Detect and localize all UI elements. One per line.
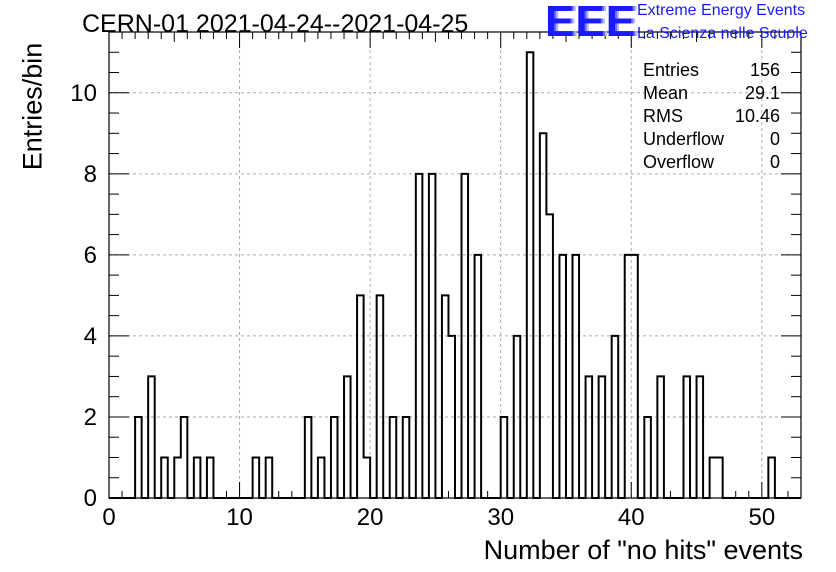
- y-tick-label: 6: [84, 242, 97, 269]
- chart-title: CERN-01 2021-04-24--2021-04-25: [82, 10, 469, 38]
- logo-caption-line1: Extreme Energy Events: [637, 2, 806, 19]
- stat-label: RMS: [643, 106, 683, 126]
- y-axis-label: Entries/bin: [17, 42, 48, 171]
- y-tick-label: 10: [70, 80, 97, 107]
- logo-caption-line2: La Scienza nelle Scuole: [637, 25, 808, 42]
- x-tick-label: 0: [102, 504, 115, 531]
- stat-label: Overflow: [643, 152, 715, 172]
- y-tick-label: 4: [84, 323, 97, 350]
- y-tick-label: 8: [84, 161, 97, 188]
- plot-frame: [108, 31, 802, 499]
- stat-value: 0: [769, 129, 780, 149]
- x-axis-label: Number of "no hits" events: [483, 535, 803, 565]
- x-tick-label: 20: [357, 504, 384, 531]
- stat-label: Mean: [643, 83, 689, 103]
- stat-row-entries: Entries 156: [643, 60, 780, 83]
- x-tick-label: 50: [748, 504, 775, 531]
- stat-value: 10.46: [734, 106, 780, 126]
- stat-row-overflow: Overflow 0: [643, 152, 780, 175]
- y-tick-label: 0: [84, 485, 97, 512]
- stat-value: 156: [749, 60, 780, 80]
- x-tick-label: 30: [487, 504, 514, 531]
- stat-row-rms: RMS 10.46: [643, 106, 780, 129]
- stat-row-underflow: Underflow 0: [643, 129, 780, 152]
- x-tick-label: 10: [226, 504, 253, 531]
- stat-value: 29.1: [744, 83, 780, 103]
- x-tick-label: 40: [618, 504, 645, 531]
- stat-value: 0: [769, 152, 780, 172]
- stat-row-mean: Mean 29.1: [643, 83, 780, 106]
- y-tick-label: 2: [84, 404, 97, 431]
- stat-label: Underflow: [643, 129, 725, 149]
- stat-label: Entries: [643, 60, 700, 80]
- eee-logo: EEE: [545, 0, 637, 46]
